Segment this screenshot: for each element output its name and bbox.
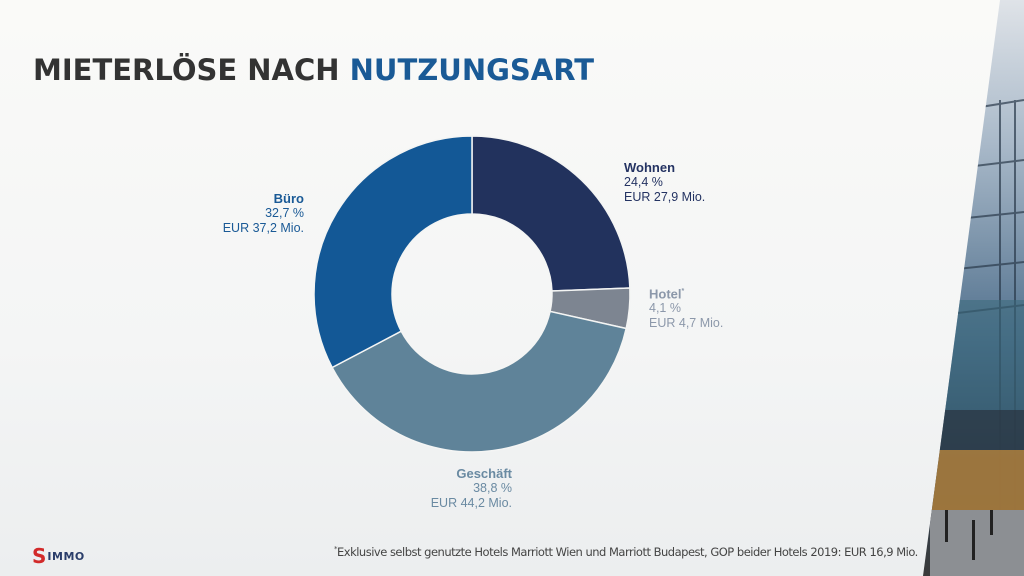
- page-title: MIETERLÖSE NACH NUTZUNGSART: [33, 53, 594, 87]
- label-wohnen: Wohnen 24,4 % EUR 27,9 Mio.: [624, 160, 705, 205]
- donut-slice-wohnen: [471, 135, 631, 292]
- footnote: *Exklusive selbst genutzte Hotels Marrio…: [334, 545, 918, 559]
- logo-text: IMMO: [47, 549, 85, 563]
- label-hotel-name: Hotel: [649, 286, 682, 302]
- label-buero-name: Büro: [273, 191, 304, 206]
- label-wohnen-percent: 24,4 %: [624, 175, 663, 189]
- donut-slice-buero: [313, 135, 473, 369]
- label-geschaeft-percent: 38,8 %: [473, 481, 512, 495]
- label-wohnen-name: Wohnen: [624, 160, 676, 175]
- footnote-marker-bottom: *: [334, 545, 338, 554]
- title-accent: NUTZUNGSART: [349, 53, 595, 87]
- label-geschaeft-name: Geschäft: [456, 466, 512, 481]
- logo-mark: S: [32, 544, 47, 568]
- footnote-text: Exklusive selbst genutzte Hotels Marriot…: [337, 545, 918, 559]
- label-geschaeft-value: EUR 44,2 Mio.: [430, 496, 512, 510]
- footnote-marker: *: [681, 288, 685, 295]
- label-geschaeft: Geschäft 38,8 % EUR 44,2 Mio.: [412, 466, 512, 511]
- label-buero: Büro 32,7 % EUR 37,2 Mio.: [204, 191, 304, 236]
- label-hotel: Hotel* 4,1 % EUR 4,7 Mio.: [649, 284, 723, 331]
- label-hotel-percent: 4,1 %: [649, 301, 681, 316]
- title-main: MIETERLÖSE NACH: [33, 53, 340, 87]
- simmo-logo: S IMMO: [32, 544, 85, 568]
- label-buero-percent: 32,7 %: [265, 206, 304, 220]
- label-hotel-value: EUR 4,7 Mio.: [649, 316, 724, 331]
- label-wohnen-value: EUR 27,9 Mio.: [624, 190, 706, 204]
- donut-slice-geschaeft: [331, 310, 628, 453]
- label-buero-value: EUR 37,2 Mio.: [222, 221, 304, 235]
